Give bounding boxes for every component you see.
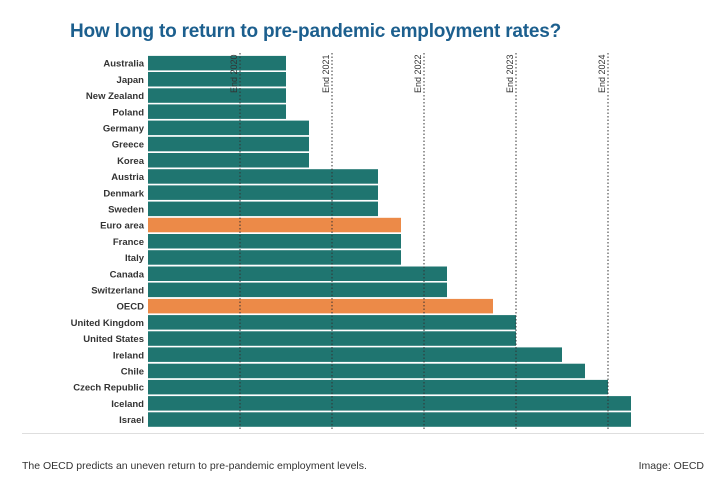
category-label-australia: Australia (103, 59, 144, 70)
bar-switzerland (148, 282, 447, 298)
bar-iceland (148, 396, 631, 411)
image-credit: Image: OECD (638, 460, 704, 472)
category-label-israel: Israel (119, 415, 144, 426)
category-labels: Australia Japan New Zealand Poland Germany Gr… (71, 59, 145, 426)
bar-poland (148, 104, 286, 119)
bar-sweden (148, 201, 378, 217)
refline-label-end-2023: End 2023 (505, 54, 515, 93)
divider (22, 433, 704, 434)
bar-japan (148, 72, 286, 87)
bar-chile (148, 363, 585, 379)
category-label-iceland: Iceland (111, 399, 144, 410)
category-label-france: France (113, 237, 144, 248)
category-label-switzerland: Switzerland (91, 286, 144, 297)
category-label-united-kingdom: United Kingdom (71, 318, 144, 329)
category-label-new-zealand: New Zealand (86, 91, 144, 102)
bar-ireland (148, 347, 562, 362)
category-label-canada: Canada (110, 269, 145, 280)
bar-united-states (148, 331, 516, 346)
bar-italy (148, 250, 401, 265)
bar-korea (148, 153, 309, 168)
category-label-japan: Japan (117, 75, 145, 86)
category-label-italy: Italy (125, 253, 145, 264)
refline-label-end-2020: End 2020 (229, 54, 239, 93)
bar-new-zealand (148, 88, 286, 103)
category-label-korea: Korea (117, 156, 145, 167)
bar-israel (148, 412, 631, 427)
refline-label-end-2022: End 2022 (413, 54, 423, 93)
category-label-poland: Poland (112, 107, 144, 118)
bar-euro-area (148, 217, 401, 233)
category-label-sweden: Sweden (108, 205, 144, 216)
category-label-greece: Greece (112, 140, 144, 151)
bars-group (148, 55, 631, 427)
bar-denmark (148, 185, 378, 200)
category-label-united-states: United States (83, 334, 144, 345)
category-label-czech-republic: Czech Republic (73, 383, 144, 394)
bar-greece (148, 136, 309, 152)
category-label-euro-area: Euro area (100, 221, 145, 232)
category-label-oecd: OECD (117, 302, 145, 313)
chart-title: How long to return to pre-pandemic emplo… (70, 21, 562, 42)
bar-canada (148, 266, 447, 281)
category-label-ireland: Ireland (113, 350, 144, 361)
category-label-chile: Chile (121, 367, 144, 378)
bar-oecd (148, 298, 493, 314)
category-label-denmark: Denmark (103, 188, 144, 199)
bar-austria (148, 169, 378, 184)
category-label-austria: Austria (111, 172, 144, 183)
bar-germany (148, 120, 309, 136)
bar-united-kingdom (148, 315, 516, 330)
refline-label-end-2021: End 2021 (321, 54, 331, 93)
reference-lines: End 2020 End 2021 End 2022 End 2023 End 2024 (229, 53, 609, 430)
bar-czech-republic (148, 379, 608, 395)
category-label-germany: Germany (103, 124, 145, 135)
bar-australia (148, 55, 286, 71)
refline-label-end-2024: End 2024 (597, 54, 607, 93)
bar-france (148, 234, 401, 249)
caption: The OECD predicts an uneven return to pr… (22, 460, 367, 472)
